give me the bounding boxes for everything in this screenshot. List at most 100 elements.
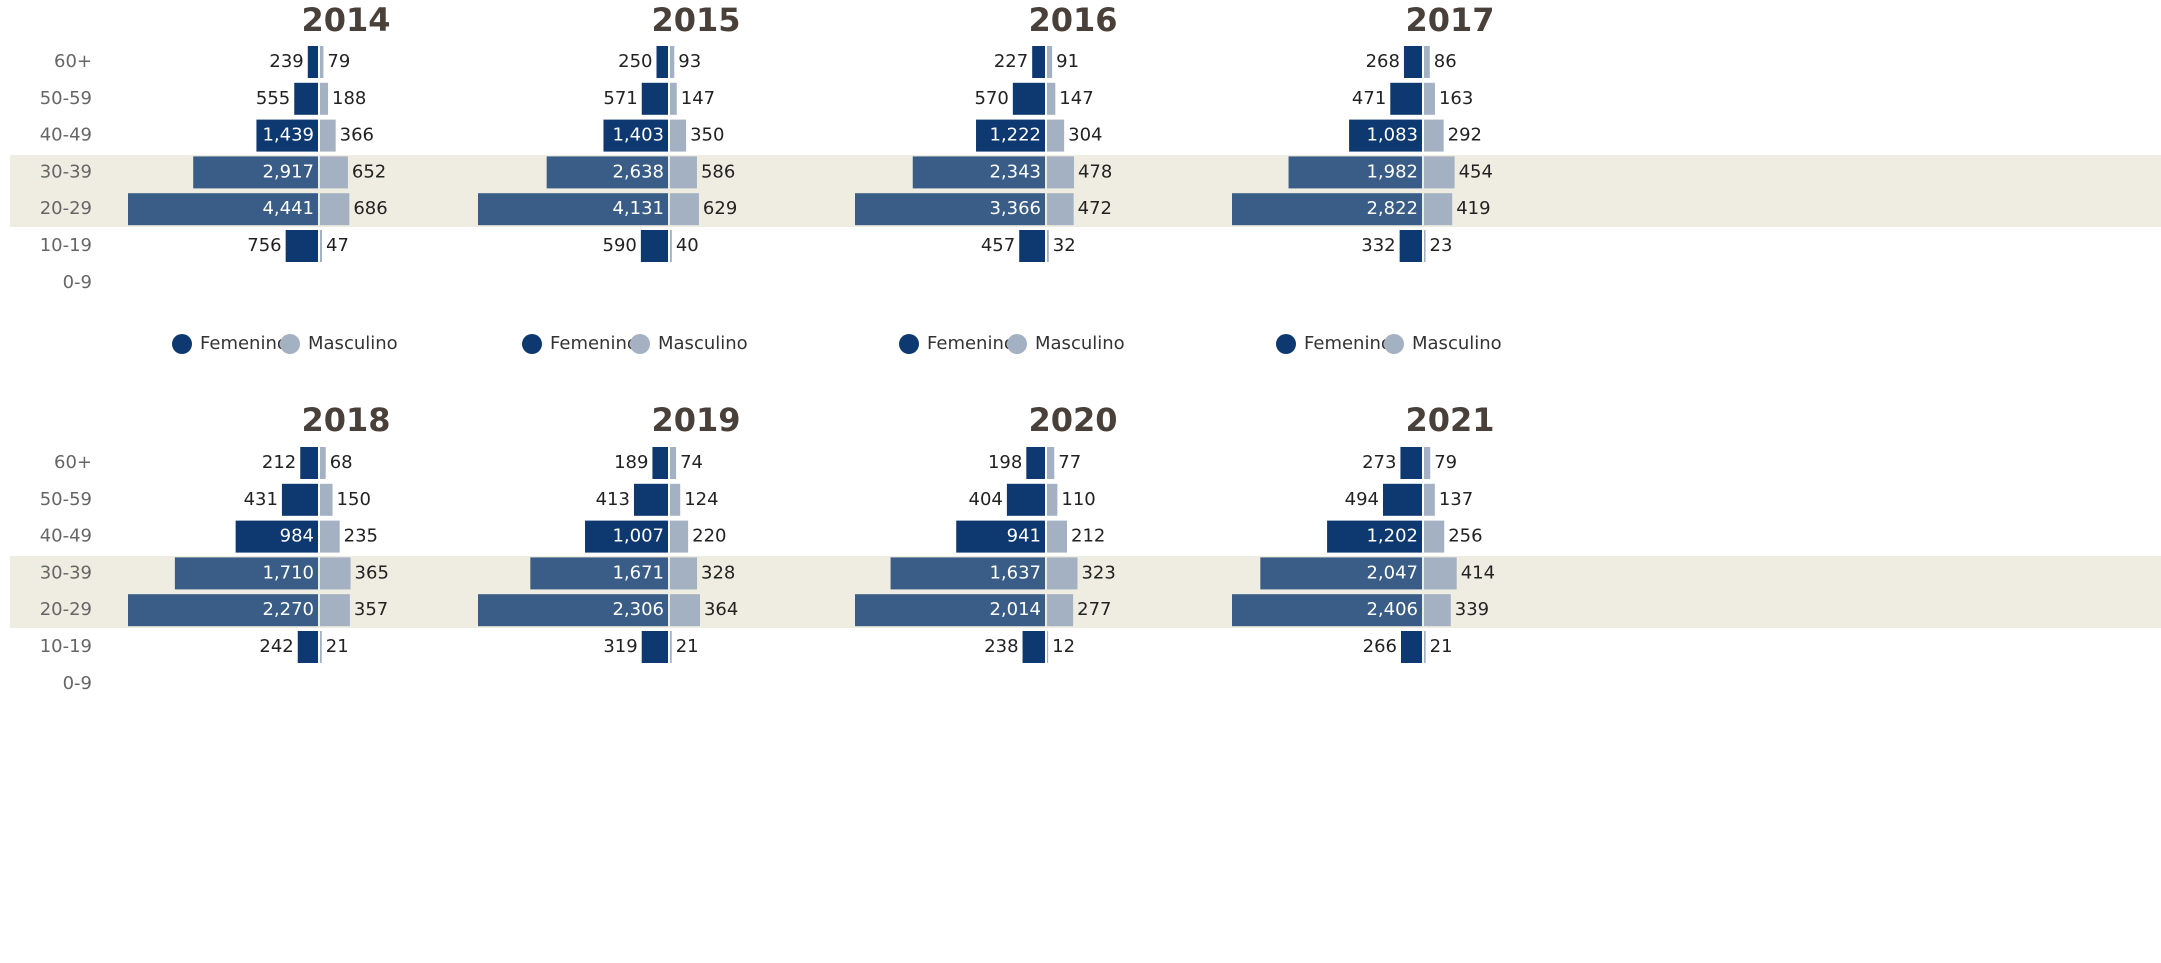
- bar: [1424, 82, 1435, 115]
- data-label: 365: [355, 562, 389, 583]
- bar: [1047, 119, 1065, 152]
- data-label: 1,007: [612, 526, 664, 547]
- bar: [1047, 193, 1074, 226]
- data-label: 350: [690, 125, 724, 146]
- data-label: 74: [680, 452, 703, 473]
- data-label: 328: [701, 562, 735, 583]
- bar: [656, 46, 668, 78]
- data-label: 419: [1456, 198, 1490, 219]
- bar: [670, 46, 675, 78]
- bar: [235, 520, 318, 553]
- data-label: 91: [1056, 51, 1079, 72]
- bar: [1424, 230, 1426, 262]
- bar: [1400, 447, 1422, 479]
- bar: [641, 82, 668, 115]
- data-label: 277: [1077, 599, 1111, 620]
- bar: [285, 230, 318, 262]
- bar: [1047, 520, 1067, 553]
- data-label: 147: [681, 88, 715, 109]
- bar: [320, 520, 340, 553]
- data-label: 137: [1439, 489, 1473, 510]
- bar: [1047, 631, 1049, 663]
- data-label: 86: [1434, 51, 1457, 72]
- data-label: 571: [603, 88, 637, 109]
- data-label: 2,306: [612, 599, 664, 620]
- chart-title: 2019: [651, 401, 740, 439]
- data-label: 332: [1361, 235, 1395, 256]
- data-label: 124: [684, 489, 718, 510]
- bar: [1349, 119, 1422, 152]
- y-tick-label: 40-49: [40, 125, 92, 146]
- data-label: 364: [704, 599, 738, 620]
- data-label: 984: [280, 526, 314, 547]
- bar: [670, 483, 681, 516]
- data-label: 235: [344, 526, 378, 547]
- y-tick-label: 10-19: [40, 235, 92, 256]
- data-label: 189: [614, 452, 648, 473]
- bar: [478, 594, 668, 627]
- y-tick-label: 30-39: [40, 161, 92, 182]
- data-label: 2,638: [612, 161, 664, 182]
- bar: [1047, 156, 1074, 189]
- bar: [1232, 594, 1422, 627]
- data-label: 413: [596, 489, 630, 510]
- bar: [1047, 46, 1053, 78]
- legend-label: Masculino: [308, 333, 398, 354]
- bar: [320, 594, 350, 627]
- data-label: 1,671: [612, 562, 664, 583]
- data-label: 266: [1363, 636, 1397, 657]
- y-tick-label: 60+: [54, 51, 92, 72]
- data-label: 2,917: [262, 161, 314, 182]
- y-tick-label: 30-39: [40, 562, 92, 583]
- bar: [1424, 631, 1426, 663]
- data-label: 150: [337, 489, 371, 510]
- bar: [1006, 483, 1045, 516]
- bar: [1424, 119, 1444, 152]
- chart-title: 2017: [1405, 1, 1494, 39]
- data-label: 23: [1430, 235, 1453, 256]
- data-label: 652: [352, 161, 386, 182]
- data-label: 21: [1430, 636, 1453, 657]
- data-label: 555: [256, 88, 290, 109]
- data-label: 339: [1455, 599, 1489, 620]
- data-label: 79: [1434, 452, 1457, 473]
- data-label: 198: [988, 452, 1022, 473]
- data-label: 357: [354, 599, 388, 620]
- y-tick-label: 20-29: [40, 198, 92, 219]
- data-label: 2,047: [1366, 562, 1418, 583]
- data-label: 47: [326, 235, 349, 256]
- bar: [1424, 520, 1445, 553]
- bar: [320, 46, 324, 78]
- data-label: 242: [259, 636, 293, 657]
- data-label: 686: [353, 198, 387, 219]
- data-label: 220: [692, 526, 726, 547]
- bar: [1022, 631, 1045, 663]
- bar: [640, 230, 668, 262]
- data-label: 188: [332, 88, 366, 109]
- bar: [1288, 156, 1422, 189]
- data-label: 250: [618, 51, 652, 72]
- data-label: 629: [703, 198, 737, 219]
- bar: [1399, 230, 1422, 262]
- bar: [546, 156, 668, 189]
- bar: [976, 119, 1045, 152]
- legend-label: Femenino: [550, 333, 638, 354]
- data-label: 292: [1448, 125, 1482, 146]
- data-label: 2,014: [989, 599, 1041, 620]
- bar: [1424, 156, 1455, 189]
- bar: [670, 631, 672, 663]
- bar: [320, 447, 326, 479]
- chart-title: 2014: [301, 1, 390, 39]
- legend-swatch: [172, 334, 192, 354]
- data-label: 40: [676, 235, 699, 256]
- bar: [670, 230, 672, 262]
- bar: [670, 119, 687, 152]
- bar: [300, 447, 318, 479]
- data-label: 77: [1058, 452, 1081, 473]
- highlight-band: [10, 556, 2161, 628]
- y-tick-label: 50-59: [40, 489, 92, 510]
- bar: [670, 447, 677, 479]
- data-label: 414: [1461, 562, 1495, 583]
- bar: [1047, 82, 1056, 115]
